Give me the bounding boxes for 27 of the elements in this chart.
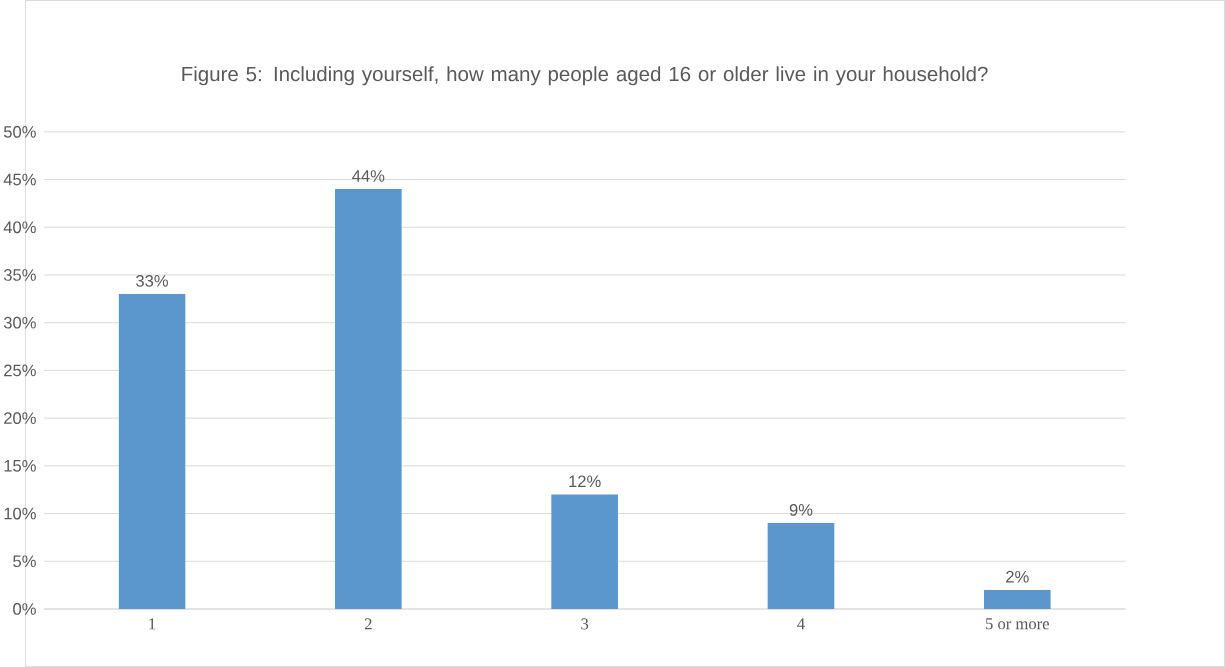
y-tick-label: 25% [4,364,36,377]
y-tick-label: 20% [4,412,36,424]
y-tick-label: 45% [3,173,36,186]
data-label: 12% [569,475,601,488]
y-tick-label: 40% [3,221,36,234]
bar [335,189,402,609]
x-tick-label: 5 or more [986,618,1049,630]
bar [118,293,186,609]
y-tick-label: 15% [4,459,36,472]
y-tick-label: 50% [3,125,36,138]
data-label: 9% [789,503,813,516]
bar [767,523,835,609]
x-tick-label: 2 [364,618,372,630]
data-label: 44% [352,170,385,182]
y-tick-label: 30% [3,316,36,329]
y-tick-label: 10% [4,507,36,520]
bar [983,589,1051,609]
x-tick-label: 3 [581,618,589,630]
y-tick-label: 0% [13,603,36,615]
data-label: 33% [136,274,169,287]
bar [551,494,618,609]
data-label: 2% [1006,570,1029,583]
y-tick-label: 35% [3,269,36,281]
x-tick-label: 1 [149,618,156,630]
y-tick-label: 5% [13,555,36,568]
x-tick-label: 4 [797,618,805,630]
chart-title: Figure 5: Including yourself, how many people aged 16 or older live in your household? [182,66,988,86]
